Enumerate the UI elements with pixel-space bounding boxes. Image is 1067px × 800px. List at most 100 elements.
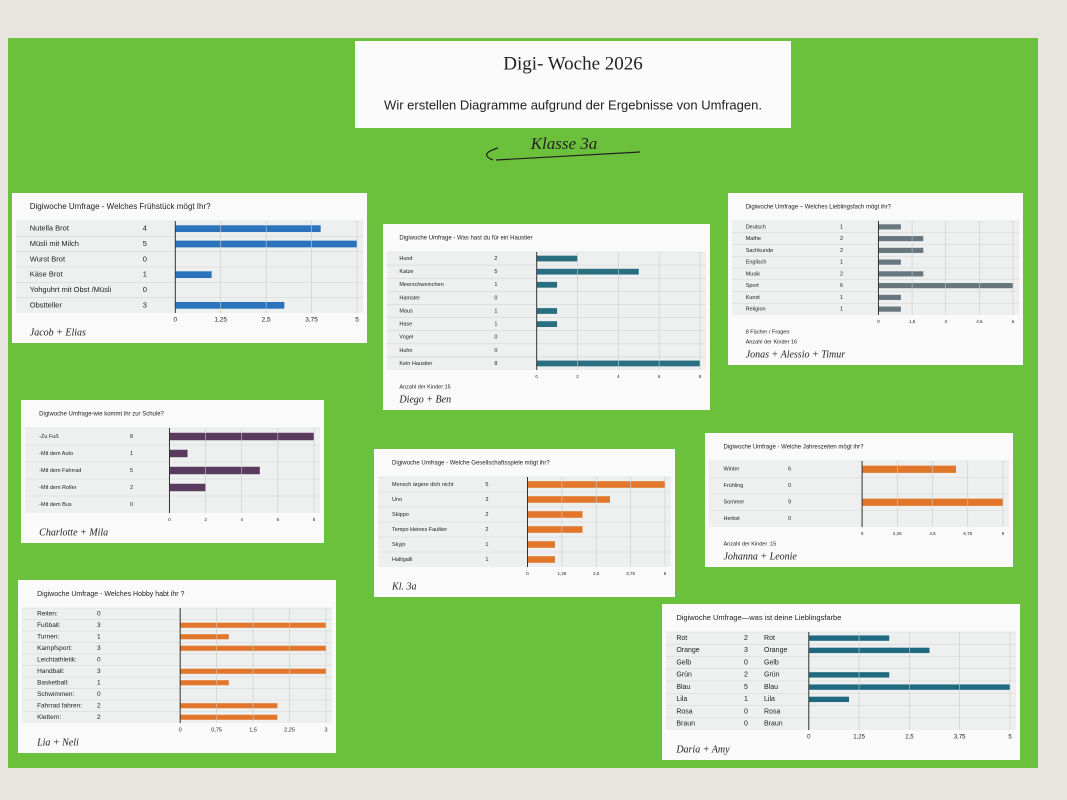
value-label: 5 xyxy=(744,684,748,691)
value-label: 2 xyxy=(840,248,843,254)
value-label: 2 xyxy=(485,512,488,518)
header-card xyxy=(355,41,791,128)
x-tick-label: 6 xyxy=(277,517,280,522)
x-tick-label: 0 xyxy=(173,317,177,324)
bar xyxy=(527,541,556,548)
x-tick-label: 6,75 xyxy=(963,531,972,536)
bar xyxy=(862,465,957,473)
signature: Charlotte + Mila xyxy=(39,527,108,538)
category-label: Braun xyxy=(764,721,783,728)
chart-title: Digiwoche Umfrage - Welches Hobby habt i… xyxy=(37,591,184,598)
x-tick-label: 2,5 xyxy=(262,317,271,324)
x-tick-label: 2 xyxy=(576,374,579,379)
chart-title: Digiwoche Umfrage - Welche Gesellschafts… xyxy=(392,461,550,467)
category-label: Sachkunde xyxy=(746,248,774,254)
value-label: 2 xyxy=(97,702,101,709)
chart-card: Digiwoche Umfrage - Welche Gesellschafts… xyxy=(374,449,675,597)
x-tick-label: 2 xyxy=(204,517,207,522)
value-label: 1 xyxy=(494,308,497,314)
category-label: Schwimmen: xyxy=(37,691,74,698)
category-label: Uno xyxy=(392,497,402,503)
value-label: 0 xyxy=(494,348,497,354)
value-label: 1 xyxy=(485,542,488,548)
value-label: 6 xyxy=(840,283,843,289)
x-tick-label: 0,75 xyxy=(211,727,222,733)
category-label: Gelb xyxy=(764,659,779,666)
x-tick-label: 3,75 xyxy=(626,571,635,576)
x-tick-label: 1,25 xyxy=(853,735,865,741)
category-label: Käse Brot xyxy=(30,270,64,279)
x-tick-label: 0 xyxy=(877,319,880,324)
category-label: -Zu Fuß xyxy=(39,434,59,440)
value-label: 1 xyxy=(840,307,843,313)
category-label: Grün xyxy=(764,672,780,679)
chart-title: Digiwoche Umfrage - Welches Frühstück mö… xyxy=(30,202,211,211)
chart-title: Digiwoche Umfrage - Welche Jahreszeiten … xyxy=(723,445,864,451)
x-tick-label: 5 xyxy=(1008,735,1012,741)
bar xyxy=(169,483,206,492)
category-label: -Mit dem Fahrrad xyxy=(39,468,81,474)
value-label: 0 xyxy=(97,656,101,663)
category-label: Hase xyxy=(399,322,412,328)
category-label: Rosa xyxy=(764,708,780,715)
value-label: 0 xyxy=(97,610,101,617)
bar xyxy=(175,225,321,233)
category-label: Orange xyxy=(676,647,699,654)
signature: Lia + Neli xyxy=(36,737,79,748)
value-label: 1 xyxy=(97,679,101,686)
value-label: 1 xyxy=(744,696,748,703)
x-tick-label: 0 xyxy=(526,571,529,576)
category-label: Rosa xyxy=(676,708,692,715)
chart-title: Digiwoche Umfrage-wie kommt ihr zur Schu… xyxy=(39,412,164,418)
value-label: 2 xyxy=(840,236,843,242)
signature: Jonas + Alessio + Timur xyxy=(746,349,846,360)
bar xyxy=(808,635,890,641)
value-label: 5 xyxy=(485,482,488,488)
category-label: Leichtathletik: xyxy=(37,656,77,663)
value-label: 2 xyxy=(840,271,843,277)
value-label: 9 xyxy=(788,500,791,506)
value-label: 1 xyxy=(494,282,497,288)
category-label: Fußball: xyxy=(37,622,61,629)
bar xyxy=(878,294,901,300)
value-label: 5 xyxy=(143,239,147,248)
value-label: 2 xyxy=(97,714,101,721)
category-label: Nutella Brot xyxy=(30,224,70,233)
bar xyxy=(536,255,578,262)
value-label: 0 xyxy=(788,516,791,522)
category-label: Braun xyxy=(676,721,695,728)
category-label: Meerschweinchen xyxy=(399,282,443,288)
category-label: Blau xyxy=(764,684,778,691)
charts: Digiwoche Umfrage - Welches Frühstück mö… xyxy=(12,193,1023,760)
category-label: Sport xyxy=(746,283,760,289)
value-label: 3 xyxy=(744,647,748,654)
category-label: Religion xyxy=(746,307,766,313)
category-label: Vogel xyxy=(399,335,413,341)
x-tick-label: 6 xyxy=(1012,319,1015,324)
value-label: 4 xyxy=(143,224,147,233)
x-tick-label: 2,5 xyxy=(593,571,600,576)
category-label: Winter xyxy=(723,467,739,473)
value-label: 3 xyxy=(97,645,101,652)
x-tick-label: 2,25 xyxy=(284,727,295,733)
chart-card: Digiwoche Umfrage - Welches Hobby habt i… xyxy=(18,580,336,753)
category-label: Deutsch xyxy=(746,224,766,230)
category-label: Rot xyxy=(676,635,687,642)
signature: Daria + Amy xyxy=(675,744,730,755)
value-label: 2 xyxy=(485,527,488,533)
value-label: 2 xyxy=(130,485,133,491)
category-label: Kunst xyxy=(746,295,761,301)
chart-title: Digiwoche Umfrage – Welches Lieblingsfac… xyxy=(746,205,892,211)
category-label: Musik xyxy=(746,271,761,277)
value-label: 3 xyxy=(97,668,101,675)
bar xyxy=(175,301,285,309)
chart-card: Digiwoche Umfrage—was ist deine Liebling… xyxy=(662,604,1020,760)
signature: Kl. 3a xyxy=(391,581,416,592)
value-label: 3 xyxy=(485,497,488,503)
x-tick-label: 8 xyxy=(699,374,702,379)
value-label: 8 xyxy=(130,434,133,440)
category-label: Handball: xyxy=(37,668,65,675)
category-label: Fahrrad fahren: xyxy=(37,702,82,709)
